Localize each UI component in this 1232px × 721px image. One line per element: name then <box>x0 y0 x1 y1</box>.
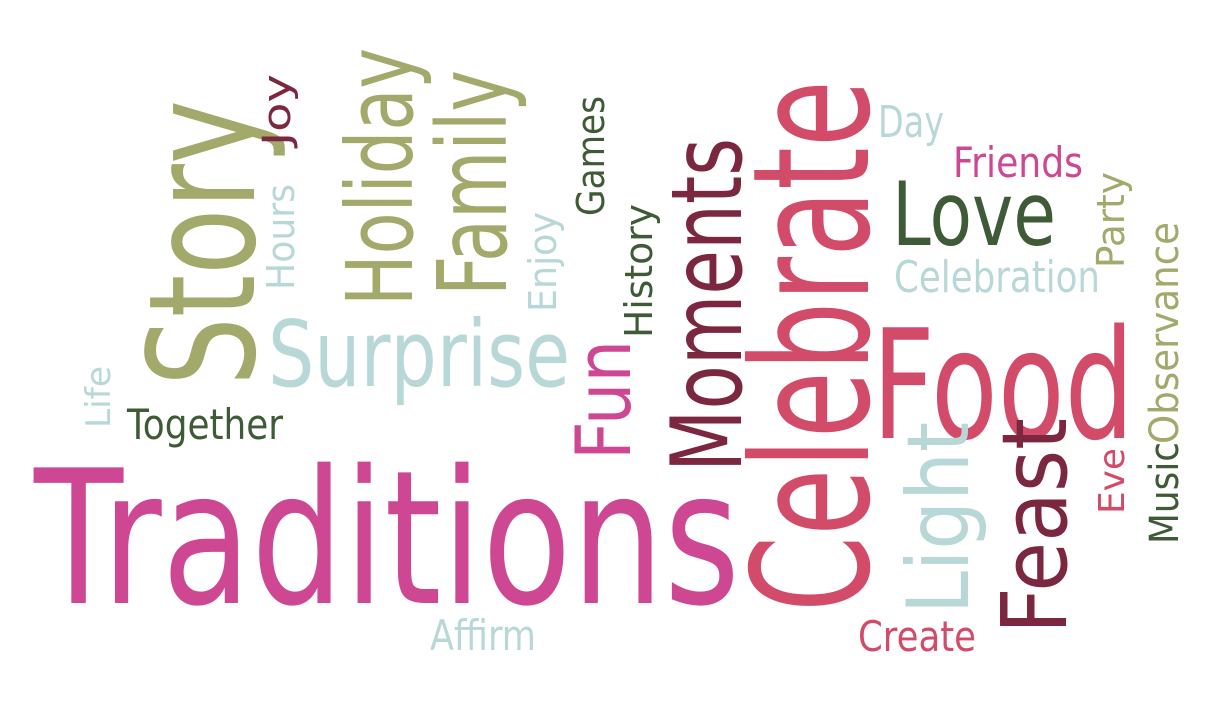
word-friends: Friends <box>953 138 1083 187</box>
word-observance: Observance <box>1142 222 1188 444</box>
word-enjoy: Enjoy <box>521 212 565 312</box>
word-surprise: Surprise <box>268 301 570 408</box>
word-affirm: Affirm <box>430 611 536 660</box>
word-hours: Hours <box>259 184 303 290</box>
word-light: Light <box>889 422 989 614</box>
word-eve: Eve <box>1092 448 1133 514</box>
word-games: Games <box>569 96 613 216</box>
word-traditions: Traditions <box>33 430 740 647</box>
word-history: History <box>617 204 661 338</box>
word-feast: Feast <box>983 418 1088 634</box>
word-food: Food <box>872 297 1134 474</box>
word-life: Life <box>79 366 119 428</box>
word-moments: Moments <box>651 138 765 472</box>
word-love: Love <box>892 163 1056 266</box>
word-story: Story <box>117 100 289 386</box>
word-holiday: Holiday <box>327 48 434 306</box>
word-party: Party <box>1089 172 1133 268</box>
word-together: Together <box>126 400 283 449</box>
word-music: Music <box>1142 442 1188 544</box>
word-day: Day <box>878 97 944 148</box>
word-celebrate: Celebrate <box>719 80 907 612</box>
word-celebration: Celebration <box>894 252 1100 303</box>
word-fun: Fun <box>559 340 648 460</box>
word-family: Family <box>417 70 529 296</box>
word-joy: Joy <box>255 74 299 149</box>
word-create: Create <box>858 612 976 661</box>
